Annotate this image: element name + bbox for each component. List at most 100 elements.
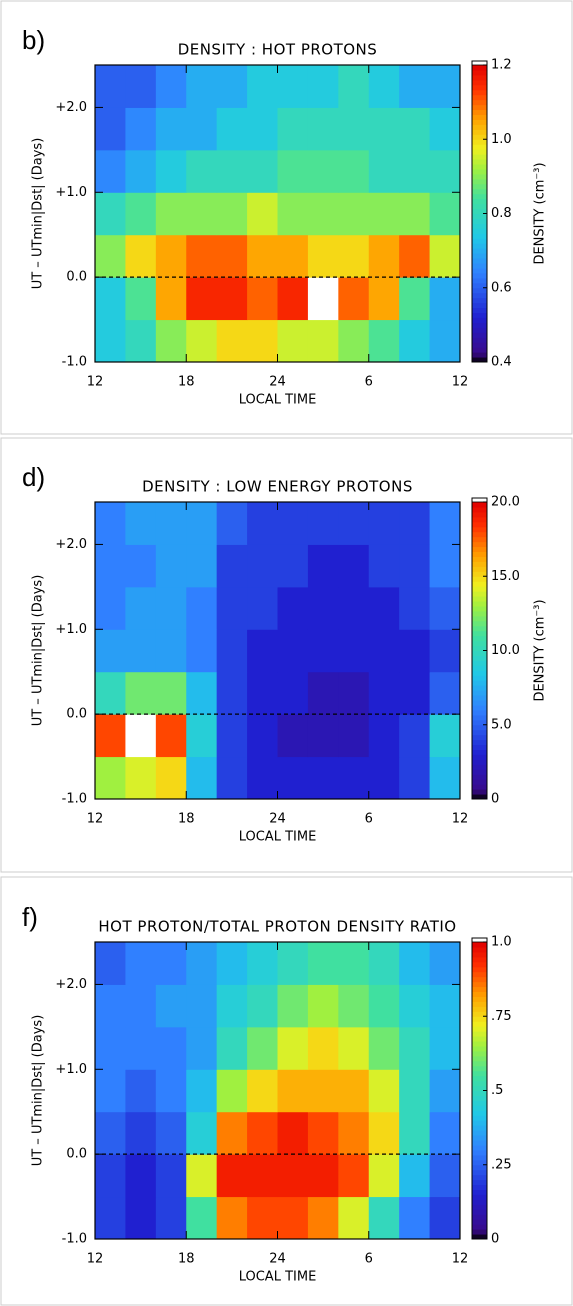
heat-cell (399, 149, 431, 193)
heat-cell (338, 319, 370, 363)
heat-cell (307, 107, 339, 151)
x-tick-label: 24 (269, 1252, 286, 1267)
heat-cell (277, 107, 309, 151)
heat-cell (95, 756, 126, 800)
colorbar-swatch (472, 1219, 487, 1225)
heat-cell (95, 1196, 126, 1240)
heat-cell (216, 544, 248, 588)
heat-cell (368, 586, 400, 630)
colorbar-swatch (472, 173, 487, 180)
colorbar-swatch (472, 536, 487, 543)
heat-cell (338, 756, 370, 800)
heat-cell (368, 714, 400, 758)
colorbar-tick-label: 5.0 (491, 717, 512, 732)
heat-cell (338, 1196, 370, 1240)
heat-cell (338, 1154, 370, 1198)
heat-cell (307, 544, 339, 588)
colorbar-swatch (472, 561, 487, 567)
colorbar-swatch (472, 337, 487, 343)
colorbar-swatch (472, 317, 487, 323)
colorbar-swatch (472, 243, 487, 249)
colorbar-swatch (472, 154, 487, 160)
heat-cell (95, 942, 126, 985)
y-tick-label: +2.0 (55, 537, 87, 552)
colorbar-swatch (472, 178, 487, 185)
x-tick-label: 18 (178, 375, 195, 390)
heat-cell (247, 107, 278, 151)
heat-cell (247, 671, 278, 715)
colorbar-swatch (472, 109, 487, 115)
colorbar-swatch (472, 774, 487, 780)
colorbar-swatch (472, 794, 487, 800)
heat-cell (186, 984, 218, 1028)
heat-cell (247, 586, 278, 630)
heat-cell (186, 277, 218, 321)
heat-cell (399, 234, 431, 278)
heat-cell (429, 942, 461, 985)
heat-cell (186, 192, 218, 236)
heat-cell (399, 192, 431, 236)
colorbar-swatch (472, 352, 487, 358)
panel-frame (0, 437, 573, 873)
heat-cell (247, 756, 278, 800)
heat-cell (429, 984, 461, 1028)
colorbar-swatch (472, 650, 487, 656)
heat-cell (216, 1069, 248, 1113)
colorbar-swatch (472, 734, 487, 741)
colorbar-swatch (472, 183, 487, 190)
colorbar-swatch (472, 1006, 487, 1012)
colorbar-swatch (472, 297, 487, 304)
colorbar-swatch (472, 129, 487, 135)
colorbar-swatch (472, 149, 487, 155)
heat-cell (155, 1026, 187, 1070)
colorbar-swatch (472, 635, 487, 642)
heat-cell (247, 319, 278, 363)
heat-cell (368, 629, 400, 673)
heat-cell (338, 1111, 370, 1155)
colorbar-swatch (472, 511, 487, 518)
colorbar-swatch (472, 685, 487, 691)
colorbar-swatch (472, 1169, 487, 1176)
heat-cell (307, 1154, 339, 1198)
heat-cell (429, 671, 461, 715)
colorbar-swatch (472, 94, 487, 101)
colorbar-tick-label: .5 (491, 1083, 503, 1098)
y-tick-label: +1.0 (55, 185, 87, 200)
colorbar-tick-label: 0 (491, 792, 499, 807)
heat-cell (216, 65, 248, 108)
heat-cell (216, 629, 248, 673)
heat-cell (125, 1154, 157, 1198)
colorbar-swatch (472, 1140, 487, 1146)
heat-cell (155, 1196, 187, 1240)
heat-cell (155, 1154, 187, 1198)
heat-cell (95, 107, 126, 151)
heat-cell (429, 234, 461, 278)
heat-cell (155, 1069, 187, 1113)
heat-cell (155, 277, 187, 321)
heat-cell (277, 629, 309, 673)
heat-cell (277, 544, 309, 588)
heat-cell (247, 1154, 278, 1198)
heat-cell (429, 1069, 461, 1113)
colorbar-swatch (472, 1090, 487, 1096)
heat-cell (277, 1154, 309, 1198)
heat-cell (338, 586, 370, 630)
colorbar-swatch (472, 640, 487, 647)
colorbar-swatch (472, 258, 487, 264)
colorbar-swatch (472, 660, 487, 666)
colorbar-swatch (472, 1105, 487, 1111)
heat-cell (338, 65, 370, 108)
colorbar-swatch (472, 724, 487, 731)
y-tick-label: 0.0 (66, 707, 87, 722)
heat-cell (95, 586, 126, 630)
colorbar-swatch (472, 1209, 487, 1215)
colorbar-swatch (472, 1065, 487, 1072)
colorbar-swatch (472, 704, 487, 711)
heat-cell (155, 65, 187, 108)
heat-cell (307, 1111, 339, 1155)
heat-cell (125, 107, 157, 151)
x-tick-label: 12 (452, 375, 469, 390)
heat-cell (307, 192, 339, 236)
panel-label: b) (22, 25, 45, 55)
colorbar-swatch (472, 1149, 487, 1156)
